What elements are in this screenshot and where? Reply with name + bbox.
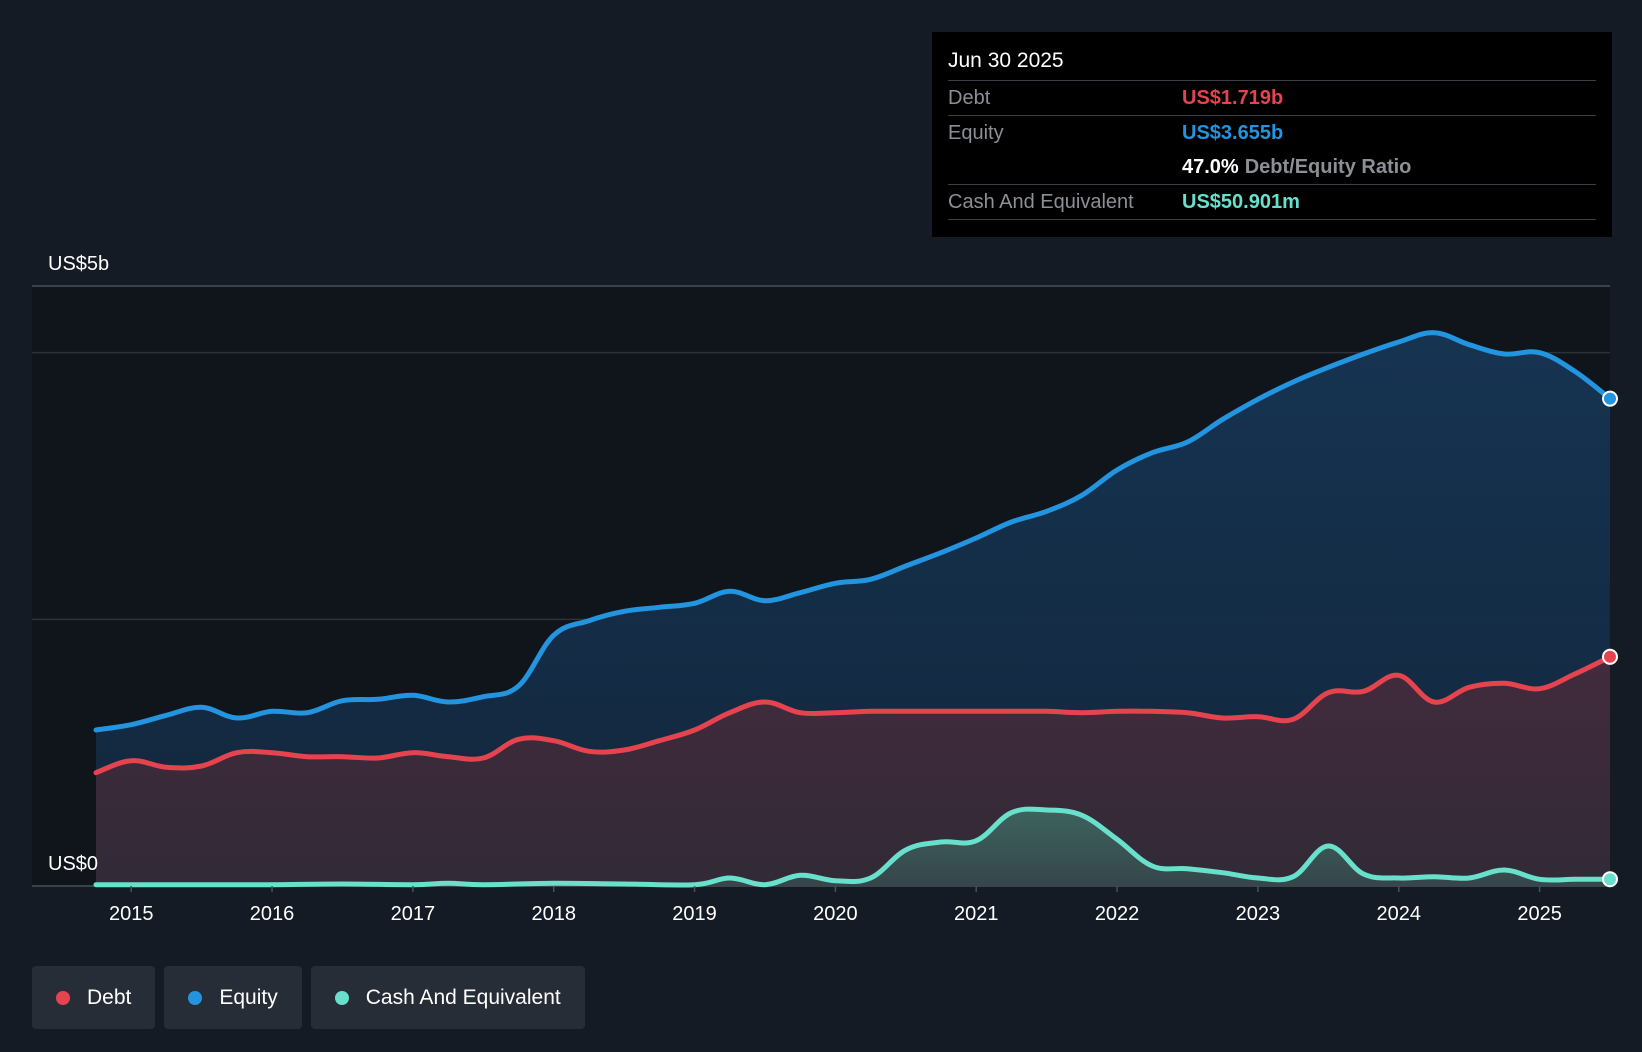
x-tick-label-2024: 2024: [1376, 903, 1421, 925]
tooltip-debt-row: Debt US$1.719b: [948, 80, 1596, 115]
tooltip-ratio-value: 47.0%: [1182, 156, 1239, 178]
x-tick-label-2020: 2020: [813, 903, 858, 925]
tooltip-cash-row: Cash And Equivalent US$50.901m: [948, 184, 1596, 220]
legend-debt[interactable]: Debt: [32, 966, 156, 1029]
x-tick-label-2018: 2018: [531, 903, 576, 925]
tooltip-equity-value: US$3.655b: [1182, 122, 1284, 144]
x-tick-label-2023: 2023: [1236, 903, 1281, 925]
tooltip-date: Jun 30 2025: [948, 49, 1064, 72]
equity-end-marker: [1602, 390, 1618, 407]
x-tick-label-2015: 2015: [109, 903, 154, 925]
cash-line: [93, 806, 1613, 888]
debt-dot-icon: [56, 990, 70, 1005]
x-tick-label-2019: 2019: [672, 903, 717, 925]
end-markers: [1602, 390, 1618, 888]
legend-cash-label: Cash And Equivalent: [365, 985, 561, 1009]
y-bottom-label: US$0: [48, 853, 98, 875]
tooltip-equity-label: Equity: [948, 122, 1004, 144]
legend-cash[interactable]: Cash And Equivalent: [310, 966, 585, 1029]
legend-debt-label: Debt: [87, 985, 132, 1009]
tooltip-debt-value: US$1.719b: [1182, 87, 1284, 109]
series-lines: [93, 330, 1613, 888]
x-tick-label-2022: 2022: [1095, 903, 1140, 925]
equity-line: [93, 330, 1613, 733]
debt-line: [93, 654, 1613, 776]
debt-area: [96, 656, 1610, 886]
x-axis-ticks: 2015 2016 2017 2018 2019 2020 2021 2022 2023 2024…: [109, 886, 1562, 925]
x-tick-label-2025: 2025: [1517, 903, 1562, 925]
data-tooltip: Jun 30 2025 Debt US$1.719b Equity US$3.6…: [932, 32, 1612, 237]
tooltip-equity-row: Equity US$3.655b: [948, 115, 1596, 150]
legend-equity[interactable]: Equity: [164, 966, 302, 1029]
legend-equity-label: Equity: [219, 985, 278, 1009]
tooltip-ratio-row: 47.0% Debt/Equity Ratio: [948, 150, 1596, 184]
equity-dot-icon: [188, 990, 203, 1005]
y-top-label: US$5b: [48, 253, 109, 275]
x-tick-label-2016: 2016: [250, 903, 295, 925]
tooltip-cash-value: US$50.901m: [1182, 191, 1300, 213]
cash-dot-icon: [334, 990, 349, 1005]
debt-end-marker: [1602, 648, 1618, 665]
cash-end-marker: [1602, 871, 1618, 888]
x-tick-label-2017: 2017: [391, 903, 436, 925]
tooltip-cash-label: Cash And Equivalent: [948, 191, 1134, 213]
tooltip-ratio-label: Debt/Equity Ratio: [1244, 156, 1412, 178]
x-tick-label-2021: 2021: [954, 903, 999, 925]
chart-legend: Debt Equity Cash And Equivalent: [32, 966, 585, 1029]
tooltip-debt-label: Debt: [948, 87, 991, 109]
